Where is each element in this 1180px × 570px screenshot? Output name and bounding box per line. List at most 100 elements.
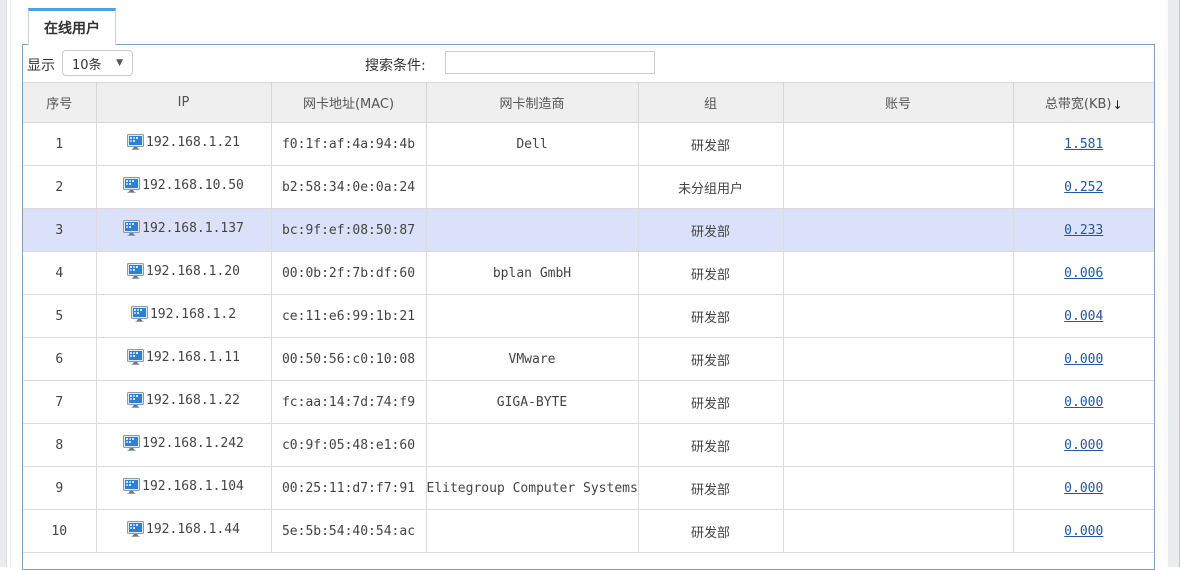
cell-bandwidth: 0.004 [1012,294,1154,338]
computer-icon [123,177,141,193]
tab-online-users[interactable]: 在线用户 [28,8,116,45]
computer-icon [130,306,148,322]
ip-value: 192.168.1.20 [146,263,240,279]
table-row[interactable]: 5 192.168.1.2 [23,294,1154,338]
table-row[interactable]: 9 192.168.1.104 [23,466,1154,510]
computer-icon [123,220,141,236]
cell-ip: 192.168.1.137 [95,208,272,252]
cell-ip: 192.168.1.242 [95,423,272,467]
bandwidth-link[interactable]: 0.000 [1064,394,1104,410]
cell-ip: 192.168.1.11 [95,337,272,381]
bandwidth-link[interactable]: 0.000 [1064,480,1104,496]
computer-icon [123,435,141,451]
cell-account [782,466,1014,510]
cell-bandwidth: 0.000 [1012,423,1154,467]
cell-group: 研发部 [637,380,784,424]
cell-index: 2 [23,165,97,209]
table-row[interactable]: 10 192.168.1.44 [23,509,1154,553]
toolbar: 显示 10条 ▼ 搜索条件: [23,45,1154,82]
cell-index: 3 [23,208,97,252]
cell-mac: fc:aa:14:7d:74:f9 [270,380,427,424]
cell-account [782,380,1014,424]
cell-mac: 5e:5b:54:40:54:ac [270,509,427,553]
cell-group: 研发部 [637,208,784,252]
cell-vendor [425,509,639,553]
cell-mac: ce:11:e6:99:1b:21 [270,294,427,338]
cell-index: 8 [23,423,97,467]
bandwidth-link[interactable]: 0.000 [1064,523,1104,539]
cell-ip: 192.168.1.22 [95,380,272,424]
cell-account [782,251,1014,295]
table-row[interactable]: 6 192.168.1.11 [23,337,1154,381]
bandwidth-link[interactable]: 0.000 [1064,437,1104,453]
cell-ip: 192.168.10.50 [95,165,272,209]
ip-value: 192.168.1.104 [142,478,244,494]
cell-ip: 192.168.1.21 [95,122,272,166]
computer-icon [123,478,141,494]
table-row[interactable]: 3 192.168.1.137 [23,208,1154,252]
online-users-table: 序号 IP 网卡地址(MAC) 网卡制造商 组 账号 总带宽(KB)↓ 1 [23,82,1154,553]
computer-icon [127,392,145,408]
cell-account [782,509,1014,553]
column-header-vendor[interactable]: 网卡制造商 [425,82,639,123]
column-header-group[interactable]: 组 [637,82,784,123]
bandwidth-link[interactable]: 0.233 [1064,222,1104,238]
table-header-row: 序号 IP 网卡地址(MAC) 网卡制造商 组 账号 总带宽(KB)↓ [23,82,1154,123]
search-label: 搜索条件: [365,58,426,74]
cell-mac: b2:58:34:0e:0a:24 [270,165,427,209]
cell-account [782,165,1014,209]
page-left-gutter-line [10,0,11,567]
cell-bandwidth: 1.581 [1012,122,1154,166]
cell-bandwidth: 0.000 [1012,380,1154,424]
cell-group: 研发部 [637,337,784,381]
cell-mac: c0:9f:05:48:e1:60 [270,423,427,467]
table-row[interactable]: 8 192.168.1.242 [23,423,1154,467]
cell-vendor [425,165,639,209]
table-row[interactable]: 4 192.168.1.20 [23,251,1154,295]
page-size-value: 10条 [72,57,102,73]
cell-vendor: Elitegroup Computer Systems [425,466,639,510]
cell-vendor: Dell [425,122,639,166]
page-size-select[interactable]: 10条 ▼ [62,50,133,76]
bandwidth-link[interactable]: 0.252 [1064,179,1104,195]
cell-group: 研发部 [637,251,784,295]
table-row[interactable]: 2 192.168.10.50 [23,165,1154,209]
computer-icon [127,263,145,279]
cell-bandwidth: 0.000 [1012,337,1154,381]
column-header-mac[interactable]: 网卡地址(MAC) [270,82,427,123]
cell-account [782,208,1014,252]
bandwidth-link[interactable]: 1.581 [1064,136,1104,152]
ip-value: 192.168.1.22 [146,392,240,408]
cell-mac: 00:50:56:c0:10:08 [270,337,427,381]
column-header-ip[interactable]: IP [95,82,272,123]
table-row[interactable]: 1 192.168.1.21 [23,122,1154,166]
table-row[interactable]: 7 192.168.1.22 [23,380,1154,424]
search-input[interactable] [445,51,655,74]
cell-bandwidth: 0.233 [1012,208,1154,252]
cell-index: 5 [23,294,97,338]
ip-value: 192.168.1.242 [142,435,244,451]
show-label: 显示 [27,58,55,74]
chevron-down-icon: ▼ [116,57,123,68]
sort-desc-icon: ↓ [1112,98,1123,112]
bandwidth-link[interactable]: 0.000 [1064,351,1104,367]
cell-vendor: VMware [425,337,639,381]
column-header-bandwidth[interactable]: 总带宽(KB)↓ [1012,82,1154,123]
cell-group: 研发部 [637,294,784,338]
bandwidth-link[interactable]: 0.004 [1064,308,1104,324]
column-header-index[interactable]: 序号 [23,82,97,123]
cell-account [782,423,1014,467]
cell-group: 研发部 [637,122,784,166]
ip-value: 192.168.1.137 [142,220,244,236]
ip-value: 192.168.1.2 [149,306,237,322]
cell-index: 1 [23,122,97,166]
cell-bandwidth: 0.000 [1012,509,1154,553]
cell-index: 7 [23,380,97,424]
cell-group: 研发部 [637,509,784,553]
ip-value: 192.168.1.44 [146,521,240,537]
bandwidth-link[interactable]: 0.006 [1064,265,1104,281]
computer-icon [127,521,145,537]
tab-label: 在线用户 [44,21,100,37]
cell-index: 10 [23,509,97,553]
column-header-account[interactable]: 账号 [782,82,1014,123]
